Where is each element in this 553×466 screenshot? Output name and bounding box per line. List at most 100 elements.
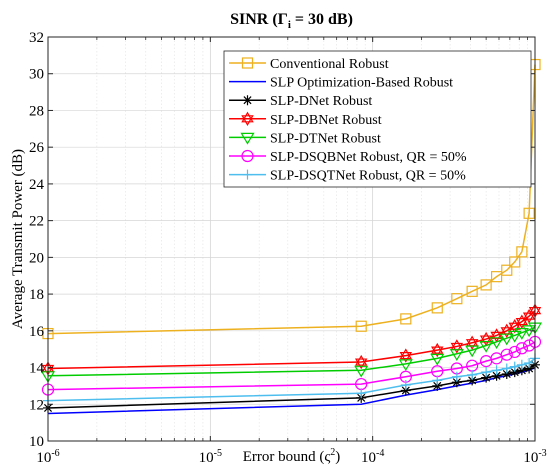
data-point bbox=[515, 314, 529, 329]
y-axis-label: Average Transmit Power (dB) bbox=[10, 149, 26, 329]
legend-marker bbox=[241, 111, 254, 126]
data-point bbox=[479, 340, 494, 353]
x-tick-label: 10-5 bbox=[199, 448, 222, 466]
data-point bbox=[509, 256, 521, 268]
y-tick-label: 16 bbox=[29, 324, 45, 340]
legend-item: SLP-DTNet Robust bbox=[229, 131, 381, 146]
y-tick-label: 12 bbox=[29, 397, 44, 413]
data-point bbox=[354, 365, 369, 378]
data-point bbox=[524, 357, 535, 368]
data-point bbox=[491, 370, 502, 381]
data-point bbox=[466, 285, 478, 297]
legend-marker bbox=[241, 57, 254, 69]
data-point bbox=[400, 385, 411, 396]
y-tick-label: 10 bbox=[29, 434, 44, 450]
data-point bbox=[400, 379, 411, 390]
series-0 bbox=[42, 58, 541, 340]
y-tick-label: 24 bbox=[29, 177, 45, 193]
data-point bbox=[515, 342, 528, 355]
data-point bbox=[481, 372, 492, 383]
x-tick-label: 10-4 bbox=[361, 448, 384, 466]
x-tick-base: 10 bbox=[199, 450, 214, 466]
chart-title: SINR (Γi = 30 dB) bbox=[230, 11, 353, 31]
data-point bbox=[356, 388, 367, 399]
data-point bbox=[516, 359, 527, 370]
data-point bbox=[400, 313, 412, 325]
chart-title-suffix: = 30 dB) bbox=[291, 11, 353, 28]
chart-title-prefix: SINR ( bbox=[230, 11, 278, 28]
legend-label: SLP-DSQBNet Robust, QR = 50% bbox=[270, 150, 467, 165]
legend-marker bbox=[242, 169, 253, 180]
y-tick-label: 14 bbox=[29, 361, 45, 377]
data-point bbox=[524, 363, 535, 374]
legend-label: SLP Optimization-Based Robust bbox=[270, 76, 453, 91]
y-tick-label: 26 bbox=[29, 140, 45, 156]
x-tick-exp: -3 bbox=[538, 448, 546, 459]
legend-item: SLP-DSQBNet Robust, QR = 50% bbox=[229, 149, 467, 165]
series-layer bbox=[40, 58, 543, 415]
data-point bbox=[509, 361, 520, 372]
data-point bbox=[355, 320, 367, 332]
data-point bbox=[451, 293, 463, 305]
legend: Conventional Robust SLP Optimization-Base… bbox=[223, 50, 532, 188]
legend-item: SLP-DSQTNet Robust, QR = 50% bbox=[229, 169, 466, 184]
data-point bbox=[398, 359, 413, 372]
data-point bbox=[451, 371, 462, 382]
chart-title-symbol: Γ bbox=[278, 11, 288, 28]
data-point bbox=[467, 375, 478, 386]
data-point bbox=[432, 380, 443, 391]
legend-label: SLP-DSQTNet Robust, QR = 50% bbox=[270, 169, 466, 184]
data-point bbox=[523, 207, 535, 219]
data-point bbox=[451, 377, 462, 388]
y-tick-label: 22 bbox=[29, 214, 44, 230]
data-point bbox=[465, 345, 480, 358]
plot-frame bbox=[47, 36, 536, 442]
data-point bbox=[509, 367, 520, 378]
x-tick-base: 10 bbox=[523, 450, 538, 466]
data-point bbox=[500, 348, 513, 361]
data-point bbox=[491, 365, 502, 376]
x-tick-label: 10-6 bbox=[36, 448, 59, 466]
data-point bbox=[481, 367, 492, 378]
legend-marker bbox=[240, 132, 255, 145]
data-point bbox=[431, 342, 444, 358]
data-point bbox=[516, 365, 527, 376]
legend-marker bbox=[242, 95, 253, 106]
x-axis-label: Error bound (ς2) bbox=[243, 447, 341, 465]
y-tick-label: 30 bbox=[29, 67, 44, 83]
legend-marker bbox=[241, 149, 254, 163]
legend-label: SLP-DTNet Robust bbox=[270, 131, 381, 146]
series-line bbox=[47, 310, 536, 370]
data-point bbox=[516, 246, 528, 258]
data-point bbox=[432, 375, 443, 386]
x-axis-label-text: Error bound (ς bbox=[243, 449, 331, 465]
series-line bbox=[47, 326, 536, 377]
data-point bbox=[467, 369, 478, 380]
chart-title-subscript: i bbox=[288, 19, 291, 31]
legend-label: SLP-DNet Robust bbox=[270, 94, 372, 109]
legend-item: Conventional Robust bbox=[229, 57, 389, 72]
y-tick-label: 32 bbox=[29, 30, 44, 46]
series-line bbox=[47, 64, 536, 335]
x-tick-exp: -6 bbox=[51, 448, 59, 459]
series-5 bbox=[41, 335, 542, 396]
data-point bbox=[501, 264, 513, 276]
series-3 bbox=[41, 303, 542, 376]
x-axis-label-end: ) bbox=[335, 449, 340, 465]
legend-item: SLP Optimization-Based Robust bbox=[229, 76, 453, 91]
x-axis-label-sup: 2 bbox=[330, 447, 335, 458]
x-tick-exp: -4 bbox=[376, 448, 384, 459]
legend-item: SLP-DBNet Robust bbox=[229, 111, 382, 128]
y-tick-label: 18 bbox=[29, 287, 44, 303]
legend-label: Conventional Robust bbox=[270, 57, 389, 72]
x-tick-base: 10 bbox=[361, 450, 376, 466]
data-point bbox=[399, 348, 413, 363]
data-point bbox=[480, 279, 492, 291]
data-point bbox=[507, 330, 522, 343]
data-point bbox=[490, 271, 503, 283]
data-point bbox=[354, 354, 368, 370]
data-point bbox=[431, 302, 443, 314]
data-point bbox=[508, 345, 521, 359]
